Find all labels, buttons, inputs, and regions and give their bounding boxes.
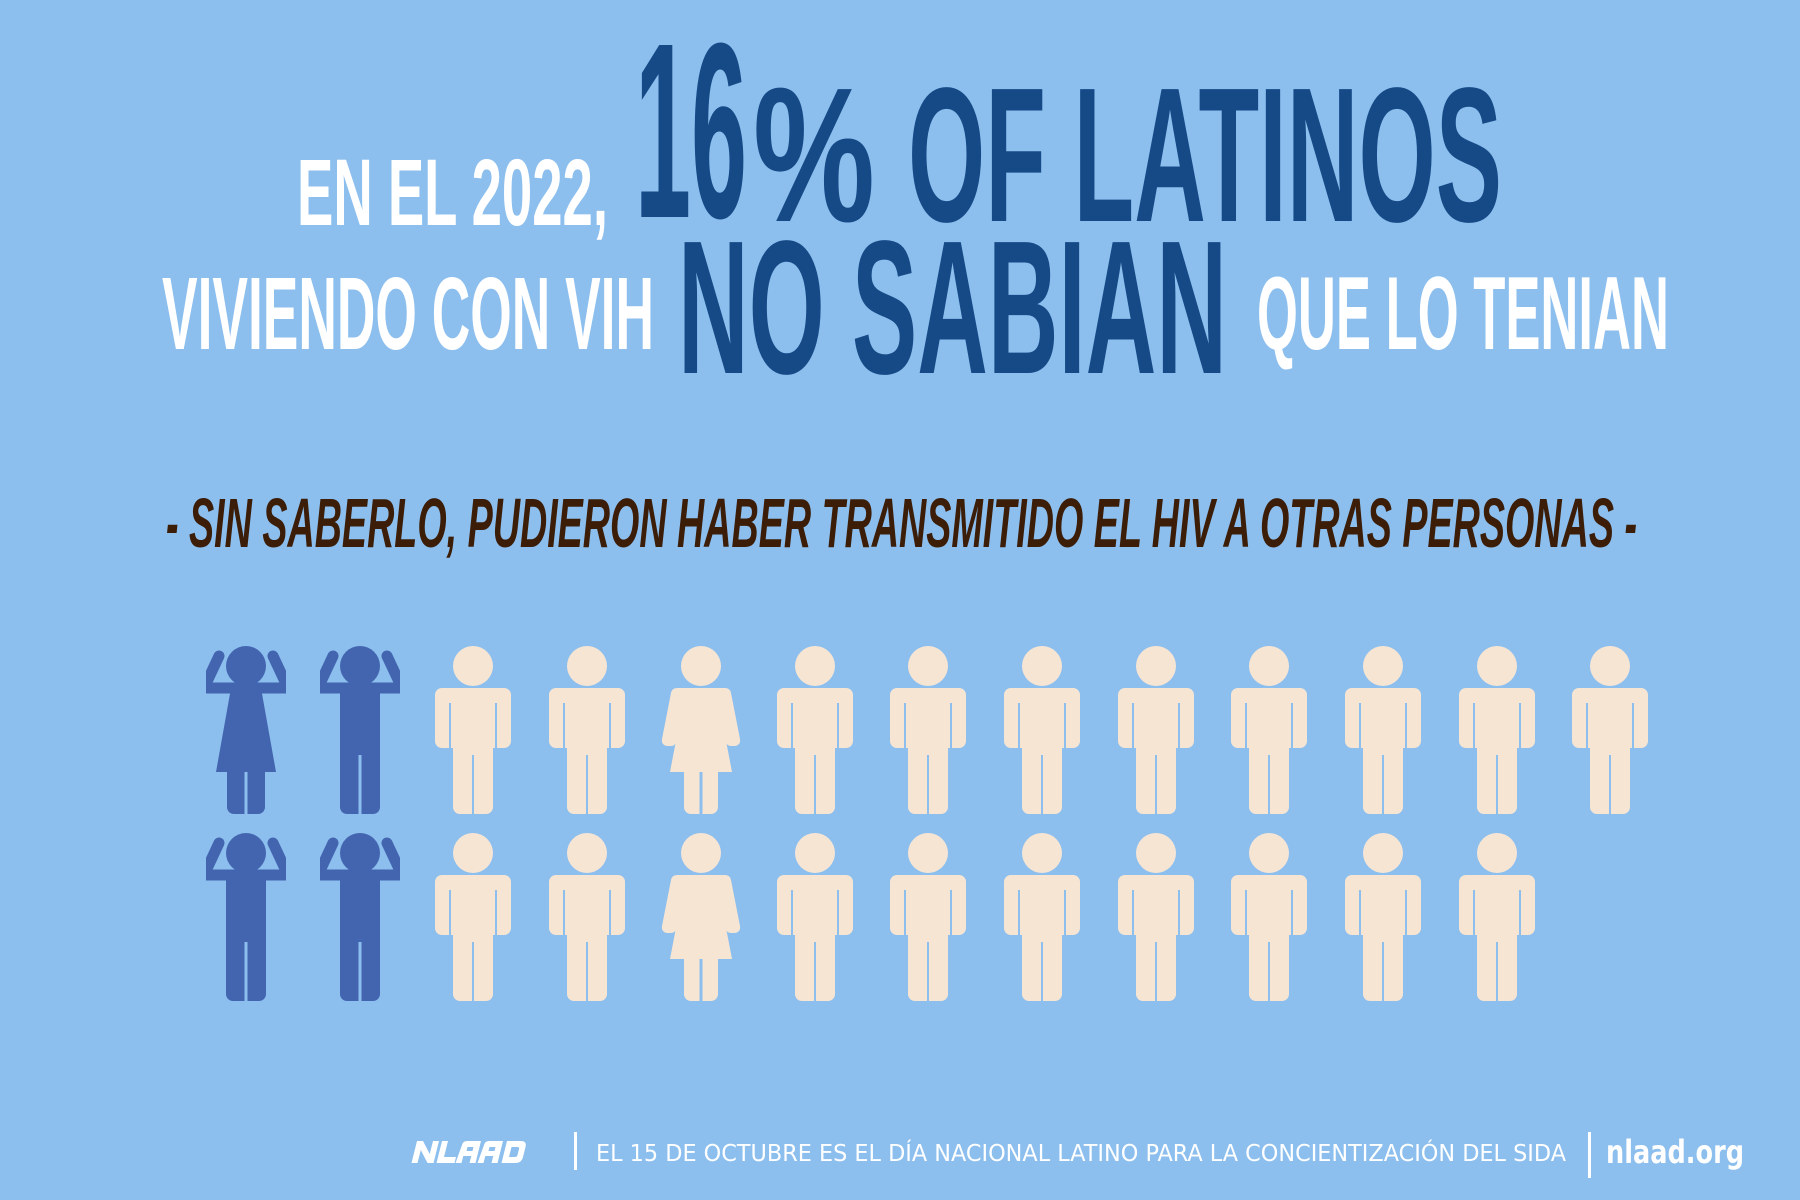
person-icon xyxy=(319,833,400,1003)
man-figure-icon xyxy=(1229,833,1309,1003)
person-icon xyxy=(1003,833,1080,1003)
man-figure-icon xyxy=(1002,833,1082,1003)
person-icon xyxy=(549,833,626,1003)
man-figure-icon xyxy=(888,833,968,1003)
man-figure-icon xyxy=(1116,833,1196,1003)
subtitle: - SIN SABERLO, PUDIERON HABER TRANSMITID… xyxy=(166,484,1638,563)
headline-of-latinos: OF LATINOS xyxy=(908,46,1502,262)
person-icon xyxy=(1458,646,1535,816)
man-figure-icon xyxy=(1343,833,1423,1003)
footer-divider xyxy=(1588,1132,1591,1178)
person-icon xyxy=(1117,833,1194,1003)
man-figure-icon xyxy=(433,646,513,816)
headline-that-they-had-it: QUE LO TENIAN xyxy=(1257,255,1669,372)
person-icon xyxy=(206,833,286,1003)
woman-figure-icon xyxy=(661,833,741,1003)
headline-living-with-hiv: VIVIENDO CON VIH xyxy=(162,255,654,371)
man-figure-icon xyxy=(888,646,968,816)
highlighted-man-figure-icon xyxy=(319,833,400,1003)
person-icon xyxy=(1231,833,1308,1003)
highlighted-man-figure-icon xyxy=(206,833,286,1003)
man-figure-icon xyxy=(547,833,627,1003)
woman-figure-icon xyxy=(661,646,741,816)
person-icon xyxy=(1231,646,1308,816)
person-icon xyxy=(661,646,740,816)
person-icon xyxy=(319,646,400,816)
man-figure-icon xyxy=(433,833,513,1003)
nlaad-logo-mark xyxy=(411,1141,526,1163)
headline-did-not-know: NO SABIAN xyxy=(678,201,1227,414)
man-figure-icon xyxy=(1457,646,1537,816)
nlaad-logo xyxy=(411,1141,541,1163)
person-icon xyxy=(1003,646,1080,816)
person-icon xyxy=(435,833,512,1003)
headline-stat-number: 16 xyxy=(635,0,747,270)
man-figure-icon xyxy=(1229,646,1309,816)
man-figure-icon xyxy=(775,646,855,816)
person-icon xyxy=(549,646,626,816)
person-icon xyxy=(661,833,740,1003)
man-figure-icon xyxy=(547,646,627,816)
man-figure-icon xyxy=(1570,646,1650,816)
highlighted-woman-figure-icon xyxy=(206,646,286,816)
man-figure-icon xyxy=(1457,833,1537,1003)
person-icon xyxy=(435,646,512,816)
man-figure-icon xyxy=(1116,646,1196,816)
footer-divider xyxy=(574,1132,577,1170)
person-icon xyxy=(1117,646,1194,816)
person-icon xyxy=(890,646,967,816)
person-icon xyxy=(1458,833,1535,1003)
man-figure-icon xyxy=(775,833,855,1003)
man-figure-icon xyxy=(1343,646,1423,816)
person-icon xyxy=(1345,646,1421,816)
man-figure-icon xyxy=(1002,646,1082,816)
footer-message: EL 15 DE OCTUBRE ES EL DÍA NACIONAL LATI… xyxy=(596,1141,1566,1167)
person-icon xyxy=(776,833,853,1003)
headline-year-prefix: EN EL 2022, xyxy=(297,140,608,246)
person-icon xyxy=(1572,646,1649,816)
person-icon xyxy=(776,646,853,816)
person-icon xyxy=(206,646,286,816)
headline-stat-percent: % xyxy=(753,46,875,262)
person-icon xyxy=(1345,833,1421,1003)
highlighted-man-figure-icon xyxy=(319,646,400,816)
person-icon xyxy=(890,833,967,1003)
footer-website-link[interactable]: nlaad.org xyxy=(1606,1133,1744,1171)
